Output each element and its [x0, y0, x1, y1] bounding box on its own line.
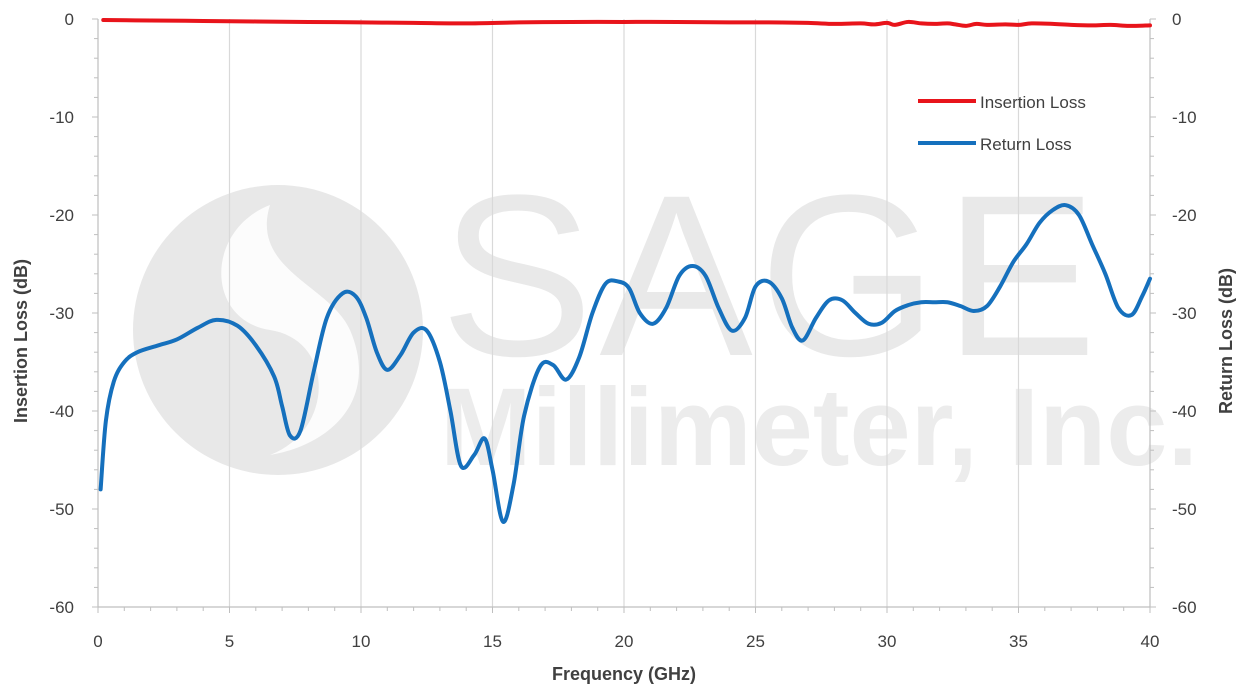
x-tick-label: 30	[878, 632, 897, 651]
y-left-tick-label: -30	[49, 304, 74, 323]
y-left-tick-labels: 0 -10 -20 -30 -40 -50 -60	[49, 10, 74, 617]
legend-label-insertion-loss: Insertion Loss	[980, 93, 1086, 112]
y-left-tick-label: -50	[49, 500, 74, 519]
watermark-logo-swirl	[221, 205, 359, 455]
y-right-tick-label: -30	[1172, 304, 1197, 323]
y-axis-right-title: Return Loss (dB)	[1216, 268, 1236, 414]
series-line-return-loss	[98, 203, 1152, 524]
series-line-insertion-loss	[101, 17, 1152, 28]
legend: Insertion Loss Return Loss	[918, 93, 1086, 154]
x-tick-label: 25	[746, 632, 765, 651]
y-right-tick-label: -10	[1172, 108, 1197, 127]
x-tick-label: 40	[1141, 632, 1160, 651]
y-right-tick-label: -60	[1172, 598, 1197, 617]
x-tick-label: 20	[615, 632, 634, 651]
y-right-tick-label: -40	[1172, 402, 1197, 421]
x-tick-label: 35	[1009, 632, 1028, 651]
x-tick-label: 15	[483, 632, 502, 651]
x-tick-label: 5	[225, 632, 234, 651]
y-left-tick-label: -20	[49, 206, 74, 225]
y-left-tick-label: -60	[49, 598, 74, 617]
watermark-logo: SAGE Millimeter, Inc.	[133, 147, 1198, 489]
y-left-tick-label: -40	[49, 402, 74, 421]
y-right-tick-label: -50	[1172, 500, 1197, 519]
x-axis-title: Frequency (GHz)	[552, 664, 696, 684]
watermark-millimeter: Millimeter, Inc.	[440, 366, 1198, 489]
x-tick-label: 10	[352, 632, 371, 651]
legend-label-return-loss: Return Loss	[980, 135, 1072, 154]
y-axis-left-title: Insertion Loss (dB)	[11, 259, 31, 423]
x-tick-labels: 0 5 10 15 20 25 30 35 40	[93, 632, 1159, 651]
y-right-tick-labels: 0 -10 -20 -30 -40 -50 -60	[1172, 10, 1197, 617]
y-right-tick-label: -20	[1172, 206, 1197, 225]
series-lines	[98, 17, 1152, 524]
y-right-tick-label: 0	[1172, 10, 1181, 29]
y-left-tick-label: -10	[49, 108, 74, 127]
y-left-tick-label: 0	[65, 10, 74, 29]
axes	[92, 18, 1156, 613]
x-tick-label: 0	[93, 632, 102, 651]
gridlines	[228, 19, 1020, 607]
